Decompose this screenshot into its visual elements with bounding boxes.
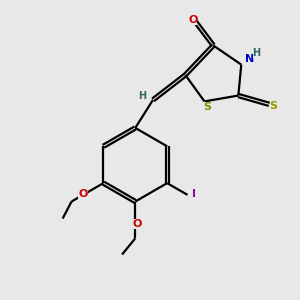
Text: O: O — [78, 189, 88, 199]
Text: H: H — [138, 91, 146, 100]
Text: I: I — [192, 189, 196, 199]
Text: S: S — [270, 101, 278, 111]
Text: O: O — [132, 219, 141, 229]
Text: O: O — [188, 15, 197, 26]
Text: N: N — [245, 54, 254, 64]
Text: H: H — [253, 48, 261, 58]
Text: S: S — [203, 102, 211, 112]
